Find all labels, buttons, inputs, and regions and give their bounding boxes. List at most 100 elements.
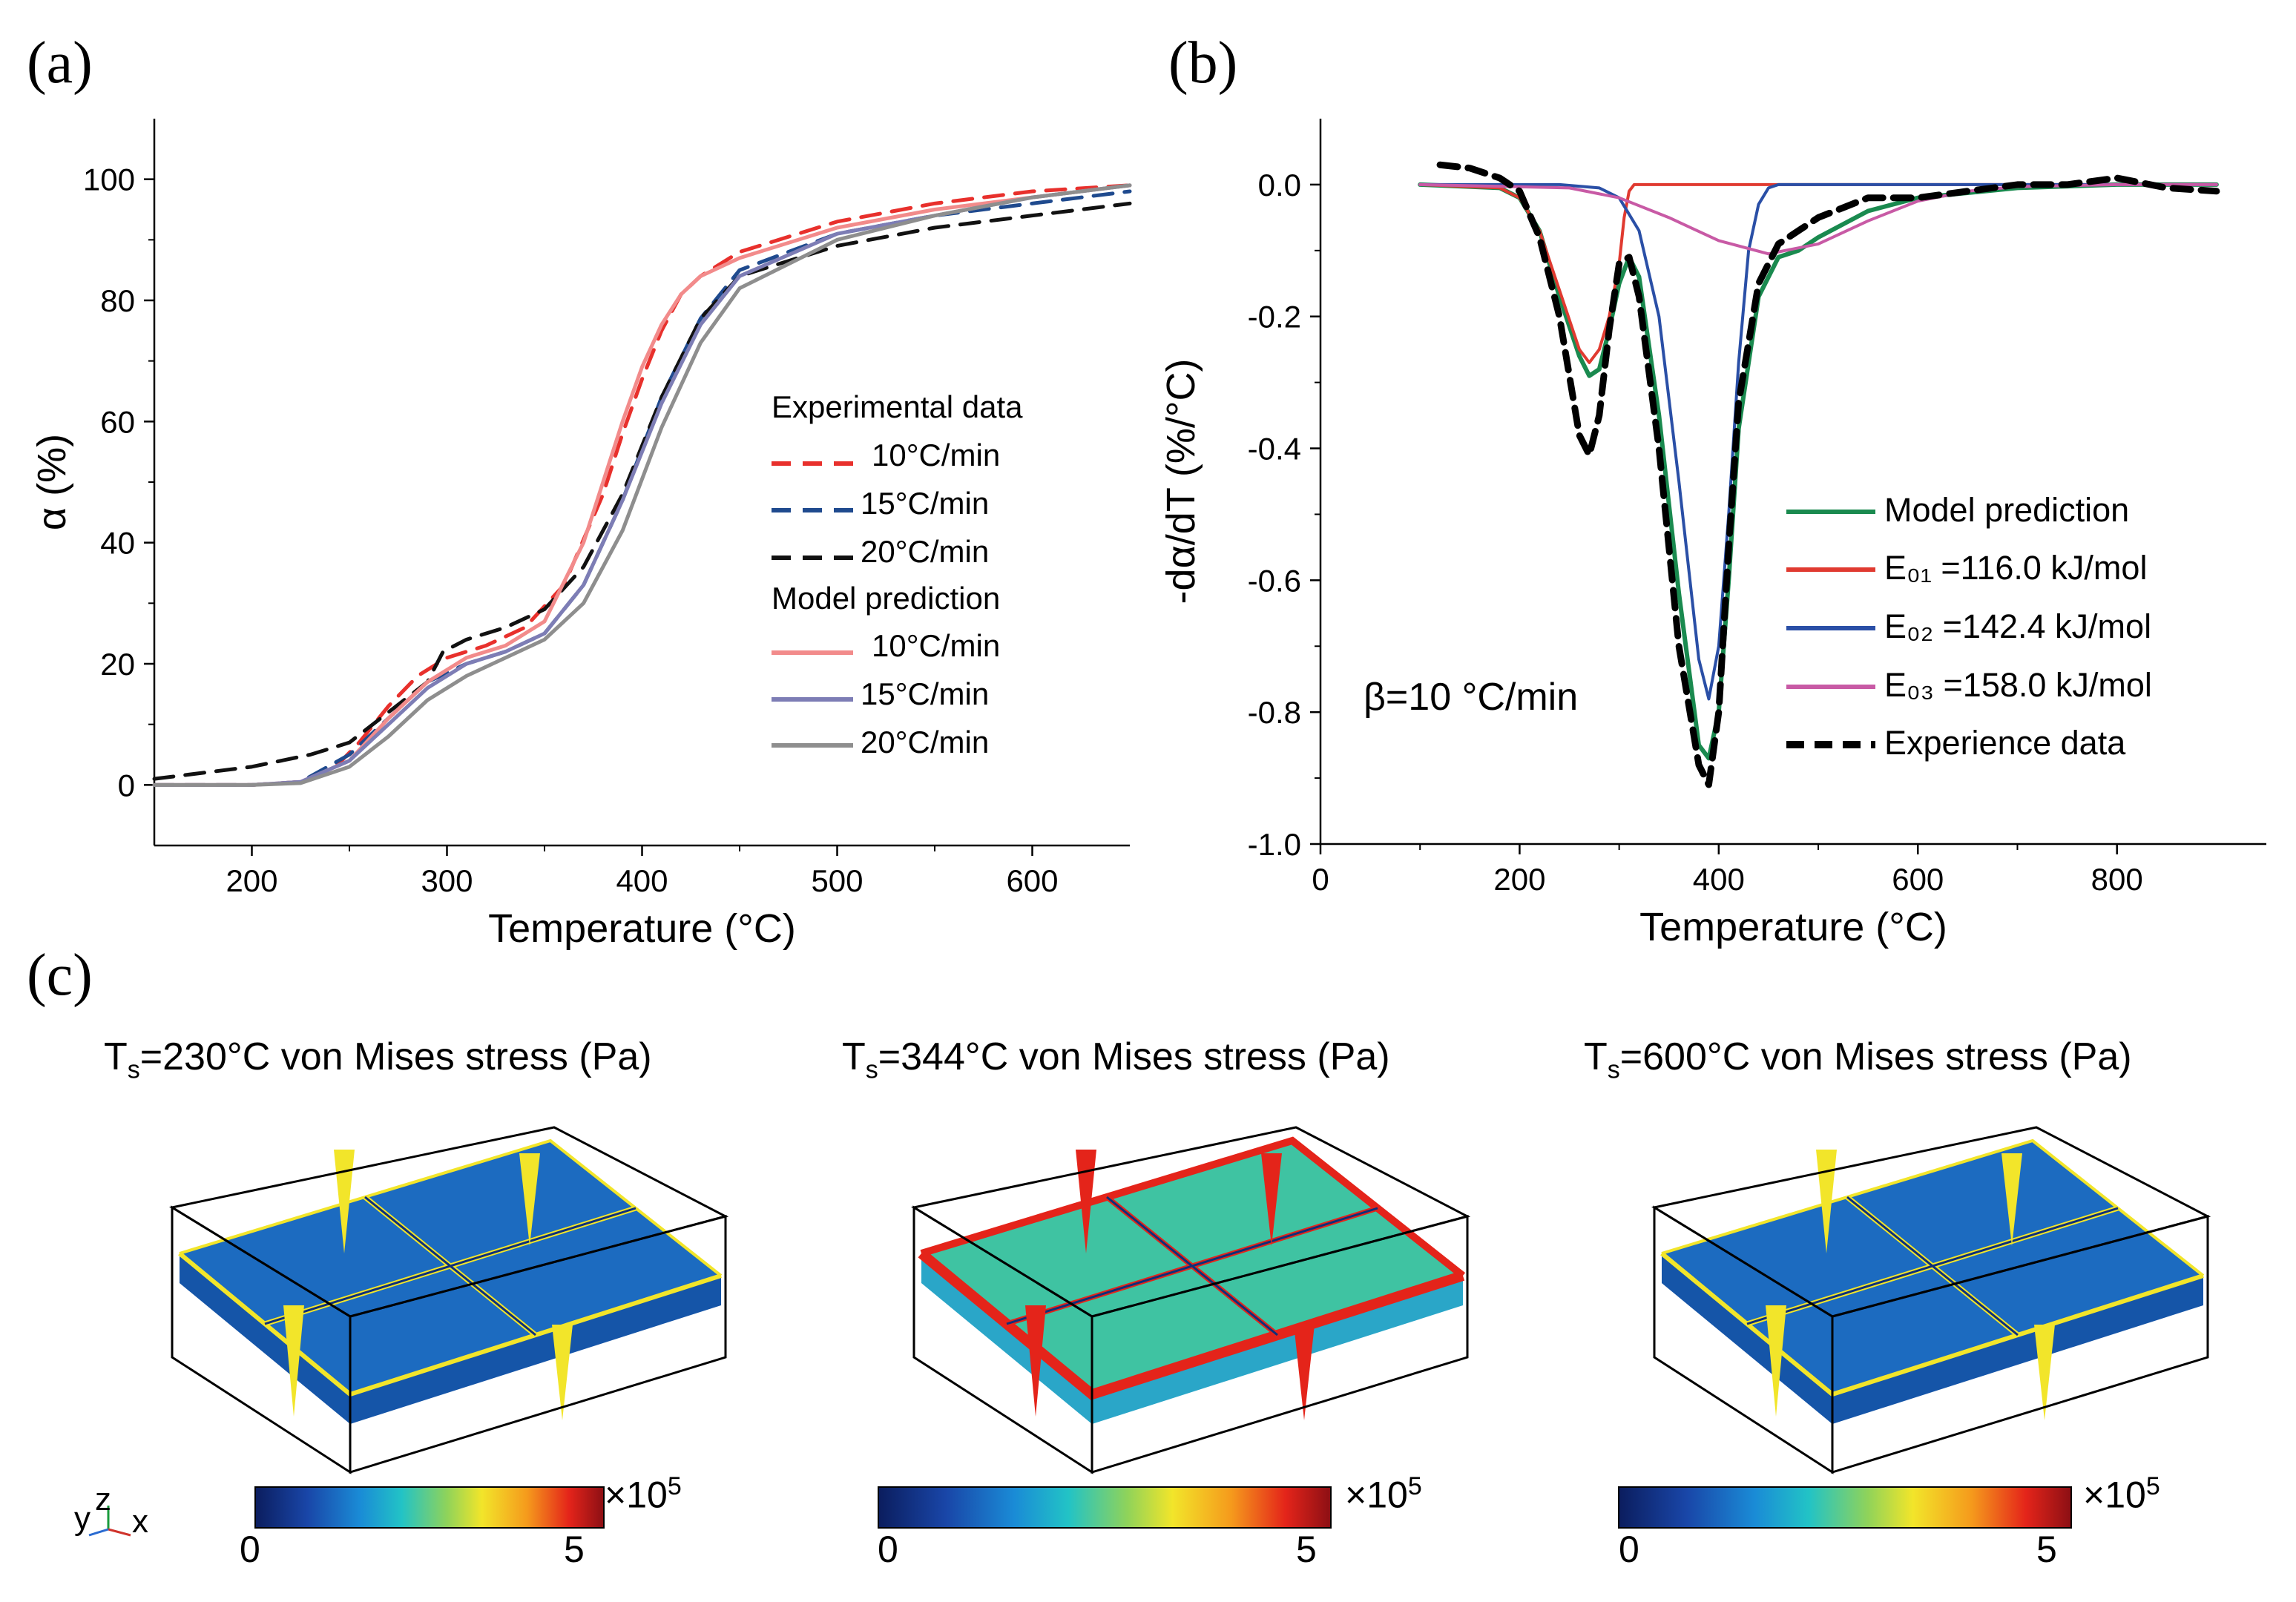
sim-title-2: Ts=344°C von Mises stress (Pa) bbox=[842, 1035, 1390, 1084]
fin-bottom-left bbox=[283, 1305, 304, 1417]
y-tick-label-b: 0.0 bbox=[1258, 168, 1301, 202]
x-tick-label-b: 200 bbox=[1493, 862, 1545, 897]
bbox-top bbox=[168, 1126, 729, 1318]
colorbar-3-multiplier: ×105 bbox=[2083, 1472, 2160, 1517]
fin-top-left bbox=[1816, 1150, 1837, 1253]
legend-a-group1-title: Experimental data bbox=[772, 389, 1023, 424]
colorbar-1-exp: 5 bbox=[667, 1472, 682, 1500]
x-tick-label-b: 400 bbox=[1693, 862, 1745, 897]
bbox-front bbox=[349, 1215, 727, 1474]
legend-a-entry-exp-15: 15°C/min bbox=[861, 486, 990, 521]
sim-title-2-rest: =344°C von Mises stress (Pa) bbox=[878, 1035, 1390, 1078]
y-tick-label-b: -0.8 bbox=[1248, 695, 1301, 730]
fin-top-left bbox=[1076, 1150, 1096, 1253]
legend-a-entry-mod-10: 10°C/min bbox=[872, 628, 1001, 663]
fin-top-right bbox=[519, 1153, 540, 1246]
colorbar-1-mult-text: ×10 bbox=[605, 1474, 668, 1516]
legend-a: Experimental data 10°C/min 15°C/min 20°C… bbox=[772, 389, 1105, 760]
rib-2-core bbox=[1846, 1196, 2019, 1336]
y-tick-label-a: 60 bbox=[100, 404, 135, 439]
colorbar-2-max: 5 bbox=[1296, 1529, 1317, 1570]
bbox-left bbox=[171, 1205, 352, 1474]
bbox-front bbox=[1091, 1215, 1469, 1474]
slab-back-edge-highlight bbox=[920, 1136, 1466, 1279]
fin-bottom-right bbox=[2034, 1325, 2055, 1420]
colorbar bbox=[1618, 1486, 2072, 1529]
y-tick-label-b: -0.4 bbox=[1248, 432, 1301, 467]
sim-title-3-sub: s bbox=[1607, 1055, 1620, 1084]
sim-title-3: Ts=600°C von Mises stress (Pa) bbox=[1584, 1035, 2132, 1084]
colorbar-2-min: 0 bbox=[878, 1529, 898, 1570]
x-tick-label-b: 800 bbox=[2091, 862, 2143, 897]
slab-left-face bbox=[1662, 1253, 1832, 1424]
fin-top-right bbox=[2001, 1153, 2022, 1246]
sim-render-2 bbox=[878, 1126, 1471, 1529]
colorbar bbox=[878, 1486, 1332, 1529]
colorbar-1-min: 0 bbox=[240, 1529, 260, 1570]
series-line-b-1 bbox=[1418, 182, 2218, 364]
colorbar-3-exp: 5 bbox=[2145, 1472, 2160, 1500]
legend-a-entry-mod-20: 20°C/min bbox=[861, 725, 990, 759]
rib-1-core bbox=[1006, 1207, 1378, 1325]
colorbar-2-mult-text: ×10 bbox=[1345, 1474, 1408, 1516]
series-line-b-3 bbox=[1418, 182, 2218, 256]
sim-render-3 bbox=[1618, 1126, 2211, 1529]
sim-title-3-t: T bbox=[1584, 1035, 1608, 1078]
x-tick-label-a: 200 bbox=[226, 863, 277, 898]
sim-title-2-t: T bbox=[842, 1035, 866, 1078]
fin-bottom-left bbox=[1025, 1305, 1046, 1417]
slab-front-face bbox=[1832, 1276, 2203, 1424]
triad-y-label: y bbox=[74, 1500, 91, 1537]
fin-top-right bbox=[1261, 1153, 1282, 1246]
rib-2-core bbox=[1106, 1196, 1278, 1336]
slab-edge-highlight bbox=[918, 1249, 1465, 1400]
panel-letter-c: (c) bbox=[27, 943, 93, 1008]
slab-front-face bbox=[1092, 1276, 1463, 1424]
x-tick-label-a: 400 bbox=[616, 863, 668, 898]
bbox-left bbox=[1653, 1205, 1834, 1474]
rib-1 bbox=[1746, 1205, 2119, 1327]
slab-edge-highlight bbox=[1660, 1251, 2204, 1397]
x-axis-title-a: Temperature (°C) bbox=[488, 906, 796, 951]
x-tick-label-b: 0 bbox=[1312, 862, 1329, 897]
y-axis-title-a: α (%) bbox=[30, 434, 74, 530]
panel-letter-b: (b) bbox=[1168, 30, 1238, 96]
colorbar-1-multiplier: ×105 bbox=[605, 1472, 682, 1517]
rib-1-core bbox=[1746, 1207, 2119, 1325]
slab-back-edge-highlight bbox=[1661, 1138, 2205, 1277]
legend-b-entry-exp: Experience data bbox=[1884, 724, 2126, 762]
legend-b-entry-e02: E₀₂ =142.4 kJ/mol bbox=[1884, 607, 2152, 645]
y-axis-title-b: -dα/dT (%/°C) bbox=[1159, 359, 1203, 604]
axis-triad: y z x bbox=[74, 1481, 163, 1546]
slab-left-face bbox=[921, 1253, 1092, 1424]
slab-top bbox=[180, 1141, 721, 1394]
sim-title-1-sub: s bbox=[127, 1055, 140, 1084]
fin-bottom-right bbox=[1294, 1325, 1315, 1420]
slab-back-edge-highlight bbox=[179, 1138, 723, 1277]
colorbar-2-exp: 5 bbox=[1407, 1472, 1422, 1500]
rib-2 bbox=[1105, 1195, 1280, 1337]
y-tick-label-b: -1.0 bbox=[1248, 827, 1301, 862]
y-tick-label-a: 80 bbox=[100, 283, 135, 318]
colorbar-3-min: 0 bbox=[1619, 1529, 1639, 1570]
bbox-front bbox=[1831, 1215, 2209, 1474]
sim-render-1 bbox=[168, 1126, 729, 1529]
y-tick-label-a: 100 bbox=[83, 162, 135, 197]
bbox-top bbox=[1651, 1126, 2211, 1318]
triad-x-label: x bbox=[132, 1503, 148, 1540]
sim-title-3-rest: =600°C von Mises stress (Pa) bbox=[1619, 1035, 2132, 1078]
sim-title-1-rest: =230°C von Mises stress (Pa) bbox=[139, 1035, 652, 1078]
fin-bottom-right bbox=[552, 1325, 573, 1420]
sim-title-1: Ts=230°C von Mises stress (Pa) bbox=[104, 1035, 652, 1084]
slab-edge-highlight bbox=[178, 1251, 722, 1397]
y-tick-label-b: -0.6 bbox=[1248, 563, 1301, 598]
y-tick-label-b: -0.2 bbox=[1248, 300, 1301, 334]
colorbar bbox=[254, 1486, 605, 1529]
legend-a-entry-mod-15: 15°C/min bbox=[861, 676, 990, 711]
rib-2 bbox=[363, 1195, 538, 1337]
fin-top-left bbox=[334, 1150, 355, 1253]
rib-2 bbox=[1845, 1195, 2020, 1337]
x-tick-label-a: 600 bbox=[1006, 863, 1058, 898]
colorbar-1-max: 5 bbox=[564, 1529, 585, 1570]
